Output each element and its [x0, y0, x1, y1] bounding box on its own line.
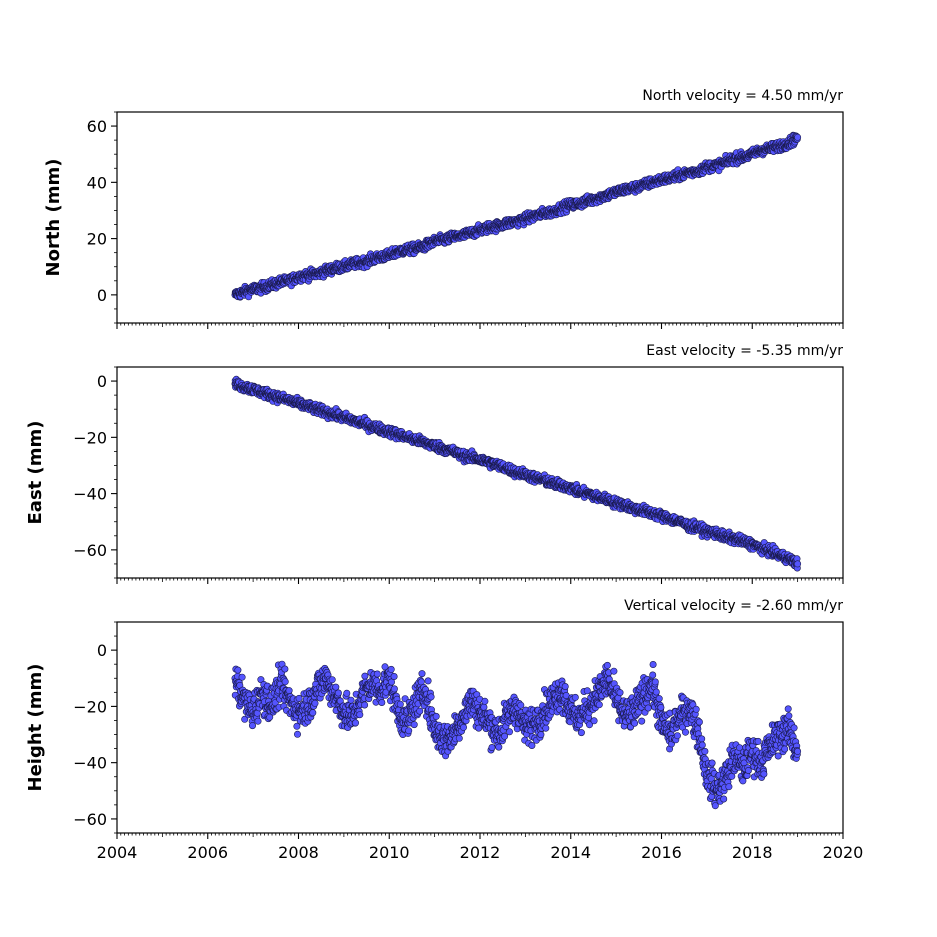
x-axis — [116, 323, 844, 329]
data-point — [347, 696, 355, 704]
data-point — [495, 743, 503, 751]
data-point — [378, 698, 386, 706]
data-point — [373, 670, 381, 678]
data-point — [281, 665, 289, 673]
y-axis-label: East (mm) — [25, 421, 46, 525]
data-point — [528, 741, 536, 749]
data-point — [285, 687, 293, 695]
y-tick-label: −60 — [73, 541, 107, 560]
data-point — [311, 699, 319, 707]
data-point — [537, 731, 545, 739]
data-point — [427, 693, 435, 701]
y-tick-label: −40 — [73, 485, 107, 504]
data-point — [234, 666, 242, 674]
y-tick-label: −20 — [73, 428, 107, 447]
data-point — [387, 665, 395, 673]
panel-title: North velocity = 4.50 mm/yr — [642, 88, 843, 104]
data-point — [281, 678, 289, 686]
data-point — [577, 729, 585, 737]
y-tick-label: 40 — [87, 173, 107, 192]
data-point — [295, 694, 303, 702]
data-point — [571, 693, 579, 701]
panel-1: 0 −20 −40 −60 East (mm) East velocity = -5.35… — [25, 343, 844, 584]
data-point — [488, 743, 496, 751]
data-point — [418, 670, 426, 678]
data-point — [390, 672, 398, 680]
data-point — [405, 727, 413, 735]
y-axis-label: North (mm) — [43, 159, 64, 277]
data-point — [396, 700, 404, 708]
data-points — [231, 375, 802, 572]
y-tick-label: 20 — [87, 230, 107, 249]
data-point — [309, 709, 317, 717]
data-point — [475, 724, 483, 732]
data-point — [432, 712, 440, 720]
data-point — [517, 701, 525, 709]
data-point — [361, 701, 369, 709]
panel-0: 0 20 40 60 North (mm) North velocity = 4.50 m… — [43, 88, 844, 329]
data-point — [505, 728, 513, 736]
data-point — [480, 703, 488, 711]
data-point — [794, 133, 802, 141]
data-point — [481, 697, 489, 705]
y-axis: 0 20 40 60 — [87, 111, 117, 324]
panel-title: East velocity = -5.35 mm/yr — [646, 343, 843, 359]
data-point — [459, 723, 467, 731]
data-point — [293, 730, 301, 738]
data-points — [231, 131, 802, 301]
data-point — [561, 682, 569, 690]
data-point — [542, 724, 550, 732]
data-point — [410, 721, 418, 729]
data-point — [328, 676, 336, 684]
data-point — [794, 560, 802, 568]
data-point — [361, 672, 369, 680]
y-tick-label: 0 — [97, 286, 107, 305]
y-tick-label: 60 — [87, 117, 107, 136]
data-point — [254, 717, 262, 725]
data-point — [356, 711, 364, 719]
y-tick-label: 0 — [97, 372, 107, 391]
data-point — [334, 689, 342, 697]
data-point — [416, 707, 424, 715]
data-point — [332, 683, 340, 691]
data-point — [238, 673, 246, 681]
data-point — [343, 689, 351, 697]
data-point — [390, 685, 398, 693]
data-point — [424, 677, 432, 685]
data-point — [455, 734, 463, 742]
data-point — [249, 722, 257, 730]
data-point — [351, 719, 359, 727]
